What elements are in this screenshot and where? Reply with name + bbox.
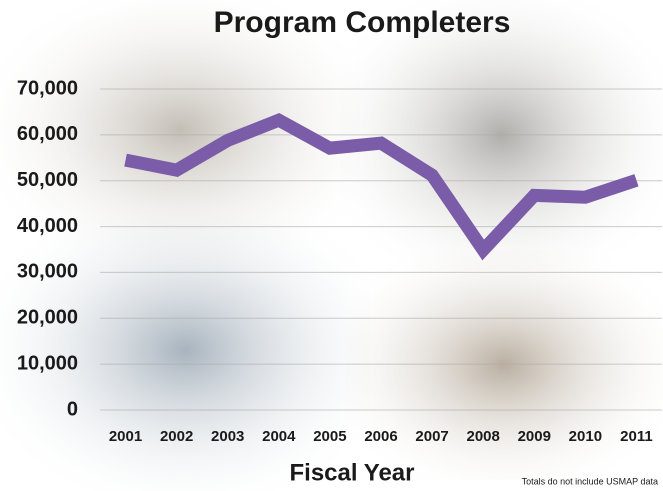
x-tick-label: 2004 xyxy=(262,428,296,445)
x-tick-label: 2005 xyxy=(313,428,346,445)
chart-title: Program Completers xyxy=(214,6,511,39)
x-tick-label: 2011 xyxy=(620,428,653,445)
x-axis-label: Fiscal Year xyxy=(290,459,415,486)
data-line xyxy=(124,113,639,261)
y-tick-label: 60,000 xyxy=(17,123,78,145)
y-tick-label: 10,000 xyxy=(17,352,78,374)
y-tick-label: 0 xyxy=(67,398,78,420)
y-tick-label: 30,000 xyxy=(17,261,78,283)
x-tick-label: 2003 xyxy=(211,428,244,445)
y-tick-label: 50,000 xyxy=(17,169,78,191)
x-tick-label: 2009 xyxy=(518,428,551,445)
x-tick-label: 2001 xyxy=(109,428,142,445)
y-tick-label: 20,000 xyxy=(17,307,78,329)
x-tick-label: 2006 xyxy=(364,428,397,445)
y-tick-label: 40,000 xyxy=(17,215,78,237)
x-tick-label: 2008 xyxy=(466,428,499,445)
y-tick-label: 70,000 xyxy=(17,77,78,99)
x-tick-label: 2010 xyxy=(569,428,602,445)
footnote: Totals do not include USMAP data xyxy=(522,476,658,486)
x-tick-label: 2002 xyxy=(160,428,193,445)
x-tick-label: 2007 xyxy=(415,428,448,445)
